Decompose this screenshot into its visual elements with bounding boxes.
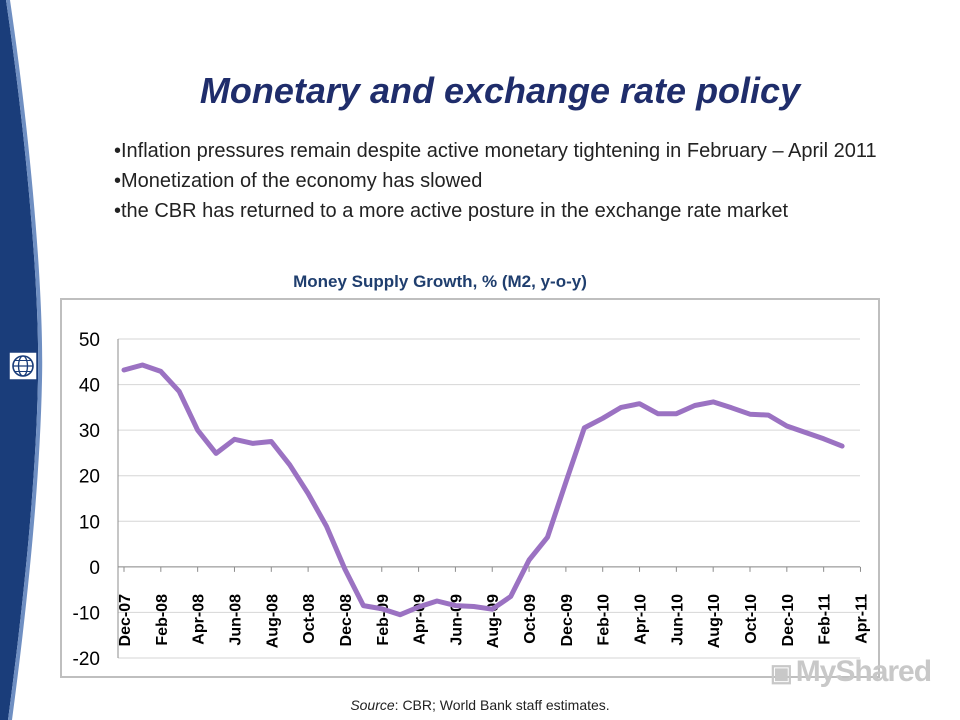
data-point [564, 480, 568, 484]
data-point [453, 604, 457, 608]
data-point [196, 428, 200, 432]
x-tick-label: Aug-08 [264, 594, 281, 648]
data-point [177, 389, 181, 393]
data-point [251, 441, 255, 445]
data-point [545, 535, 549, 539]
x-tick-label: Apr-08 [191, 594, 208, 645]
y-tick-label: 20 [79, 467, 100, 488]
x-tick-label: Jun-09 [448, 594, 465, 646]
x-tick-label: Oct-09 [522, 594, 539, 644]
data-point [785, 424, 789, 428]
data-point [288, 463, 292, 467]
x-tick-label: Feb-08 [154, 594, 171, 646]
x-tick-label: Apr-11 [853, 594, 870, 644]
data-point [472, 605, 476, 609]
y-tick-label: 40 [79, 376, 100, 397]
data-point [509, 594, 513, 598]
x-tick-label: Jun-08 [227, 594, 244, 646]
myshared-logo-icon: ▣ [770, 659, 793, 687]
chart-title: Money Supply Growth, % (M2, y-o-y) [293, 272, 587, 291]
bullet-list: •Inflation pressures remain despite acti… [114, 136, 904, 226]
data-point [840, 444, 844, 448]
x-tick-label: Dec-08 [338, 594, 355, 647]
data-point [159, 369, 163, 373]
data-point [730, 406, 734, 410]
data-point [582, 426, 586, 430]
data-point [380, 607, 384, 611]
x-tick-label: Jun-10 [669, 594, 686, 646]
bullet-item: •Monetization of the economy has slowed [114, 170, 483, 192]
y-tick-label: -10 [73, 603, 100, 624]
data-point [619, 405, 623, 409]
data-point [711, 400, 715, 404]
data-point [803, 430, 807, 434]
watermark: ▣ MyShared [770, 655, 932, 689]
y-tick-label: 50 [79, 330, 100, 351]
data-point [325, 524, 329, 528]
data-point [822, 437, 826, 441]
x-tick-label: Apr-10 [633, 594, 650, 645]
slide-title: Monetary and exchange rate policy [199, 70, 801, 111]
x-tick-label: Aug-10 [706, 594, 723, 648]
series-line [121, 362, 845, 618]
watermark-text: MyShared [795, 655, 932, 688]
data-point [490, 607, 494, 611]
x-tick-label: Oct-10 [743, 594, 760, 644]
x-tick-label: Feb-09 [375, 594, 392, 646]
bullet-item: •the CBR has returned to a more active p… [114, 200, 789, 222]
data-point [361, 604, 365, 608]
data-point [417, 605, 421, 609]
data-point [748, 412, 752, 416]
data-point [306, 491, 310, 495]
data-point [693, 404, 697, 408]
data-point [656, 412, 660, 416]
x-tick-label: Feb-11 [817, 594, 834, 645]
data-point [269, 440, 273, 444]
x-tick-label: Feb-10 [596, 594, 613, 646]
x-tick-label: Dec-07 [117, 594, 134, 647]
data-point [638, 402, 642, 406]
x-tick-label: Dec-09 [559, 594, 576, 647]
data-point [674, 412, 678, 416]
x-tick-label: Apr-09 [412, 594, 429, 645]
y-tick-label: -20 [73, 649, 100, 670]
y-tick-label: 0 [89, 558, 100, 579]
data-point [343, 567, 347, 571]
source-label: Source [350, 697, 395, 713]
bullet-item: •Inflation pressures remain despite acti… [114, 140, 877, 162]
data-point [435, 599, 439, 603]
y-tick-label: 30 [79, 421, 100, 442]
source-text: : CBR; World Bank staff estimates. [394, 697, 610, 713]
x-tick-label: Dec-10 [780, 594, 797, 647]
chart-frame [60, 298, 880, 678]
data-point [398, 613, 402, 617]
data-point [232, 437, 236, 441]
data-point [140, 363, 144, 367]
y-tick-label: 10 [79, 512, 100, 533]
data-point [766, 413, 770, 417]
data-point [214, 451, 218, 455]
data-point [601, 416, 605, 420]
x-tick-label: Oct-08 [301, 594, 318, 644]
data-point [122, 368, 126, 372]
source-note: Source: CBR; World Bank staff estimates. [300, 697, 660, 713]
world-bank-logo-icon [8, 351, 38, 381]
data-point [527, 558, 531, 562]
